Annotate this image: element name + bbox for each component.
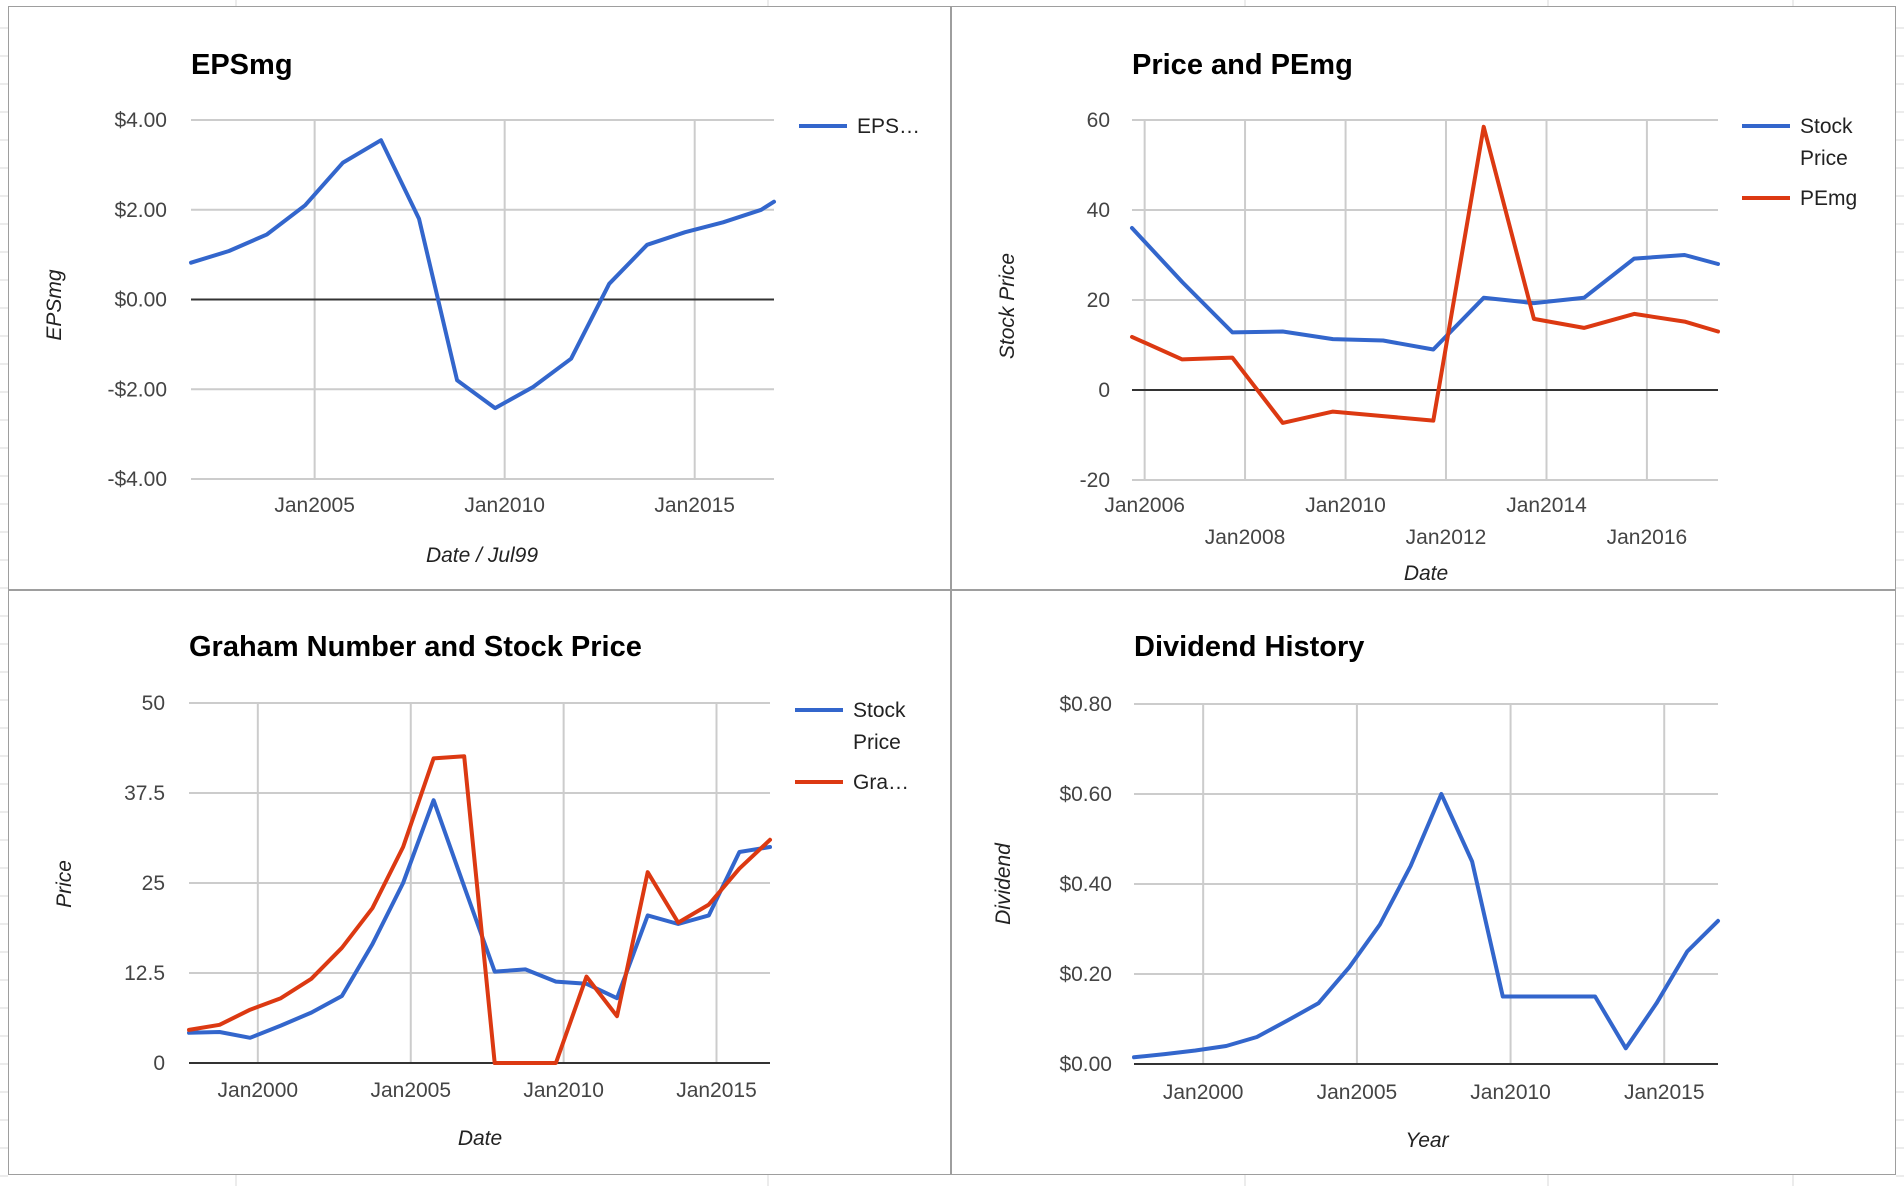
x-tick-label: Jan2005 (370, 1079, 451, 1102)
x-tick-label: Jan2014 (1506, 494, 1587, 517)
y-tick-label: $0.20 (1059, 963, 1112, 986)
x-tick-label: Jan2010 (1470, 1081, 1551, 1104)
series-line-primary[interactable] (189, 138, 776, 411)
y-axis-label: Price (53, 860, 76, 908)
y-tick-label: $4.00 (114, 109, 167, 132)
x-tick-label: Jan2015 (676, 1079, 757, 1102)
eps-chart-panel[interactable]: EPSmg $4.00 $2.00 $0.00 -$2.00 -$4.00 Jan2005… (8, 6, 951, 590)
legend-label: PEmg (1800, 187, 1857, 210)
series-line-primary[interactable] (1130, 226, 1720, 352)
x-axis-label: Year (1405, 1129, 1449, 1152)
y-tick-label: 0 (1098, 379, 1110, 402)
x-tick-label: Jan2005 (1317, 1081, 1398, 1104)
price-pemg-chart-panel[interactable]: Price and PEmg 60 40 20 0 -20 Jan2006 Jan2008 J… (951, 6, 1896, 590)
x-tick-label: Jan2016 (1607, 526, 1688, 549)
x-tick-label: Jan2010 (1305, 494, 1386, 517)
x-tick-label: Jan2000 (218, 1079, 299, 1102)
y-tick-label: -$2.00 (107, 378, 167, 401)
eps-chart: EPSmg $4.00 $2.00 $0.00 -$2.00 -$4.00 Jan2005… (43, 49, 920, 567)
series-line-primary[interactable] (1132, 792, 1720, 1060)
y-tick-label: 50 (142, 692, 165, 715)
x-tick-label: Jan2005 (274, 494, 355, 517)
y-tick-label: 25 (142, 872, 165, 895)
x-axis-label: Date / Jul99 (426, 544, 538, 567)
legend-label: Price (853, 731, 901, 754)
y-tick-label: $2.00 (114, 199, 167, 222)
y-tick-label: 12.5 (124, 962, 165, 985)
graham-number-chart-panel[interactable]: Graham Number and Stock Price 50 37.5 25 12… (8, 590, 951, 1175)
dividend-history-chart: Dividend History $0.80 $0.60 $0.40 $0.20 $0.… (992, 631, 1720, 1152)
legend-label: Stock (853, 699, 906, 722)
x-tick-label: Jan2012 (1406, 526, 1487, 549)
legend-label: Gra… (853, 771, 909, 794)
y-tick-label: $0.00 (114, 289, 167, 312)
y-tick-label: -$4.00 (107, 468, 167, 491)
y-tick-label: $0.60 (1059, 783, 1112, 806)
x-tick-label: Jan2010 (523, 1079, 604, 1102)
x-tick-label: Jan2006 (1104, 494, 1185, 517)
x-axis-label: Date (458, 1127, 502, 1150)
series-line-secondary[interactable] (1130, 124, 1720, 425)
y-tick-label: -20 (1080, 469, 1110, 492)
legend-label: Price (1800, 147, 1848, 170)
graham-number-chart: Graham Number and Stock Price 50 37.5 25 12… (53, 631, 909, 1150)
y-tick-label: 37.5 (124, 782, 165, 805)
y-axis-label: EPSmg (43, 269, 66, 341)
x-tick-label: Jan2000 (1163, 1081, 1244, 1104)
y-tick-label: 0 (153, 1052, 165, 1075)
y-tick-label: $0.80 (1059, 693, 1112, 716)
y-axis-label: Stock Price (996, 253, 1019, 359)
chart-title: Graham Number and Stock Price (189, 631, 642, 663)
x-tick-label: Jan2008 (1205, 526, 1286, 549)
x-tick-label: Jan2010 (464, 494, 545, 517)
legend-label: Stock (1800, 115, 1853, 138)
y-tick-label: $0.40 (1059, 873, 1112, 896)
chart-title: Price and PEmg (1132, 49, 1353, 81)
chart-title: Dividend History (1134, 631, 1364, 663)
y-tick-label: 40 (1087, 199, 1110, 222)
x-tick-label: Jan2015 (1624, 1081, 1705, 1104)
x-tick-label: Jan2015 (654, 494, 735, 517)
y-axis-label: Dividend (992, 842, 1015, 925)
series-line-secondary[interactable] (187, 754, 772, 1065)
chart-title: EPSmg (191, 49, 293, 81)
y-tick-label: 60 (1087, 109, 1110, 132)
y-tick-label: 20 (1087, 289, 1110, 312)
dividend-history-chart-panel[interactable]: Dividend History $0.80 $0.60 $0.40 $0.20 $0.… (951, 590, 1896, 1175)
legend-label: EPS… (857, 115, 920, 138)
x-axis-label: Date (1404, 562, 1448, 585)
y-tick-label: $0.00 (1059, 1053, 1112, 1076)
